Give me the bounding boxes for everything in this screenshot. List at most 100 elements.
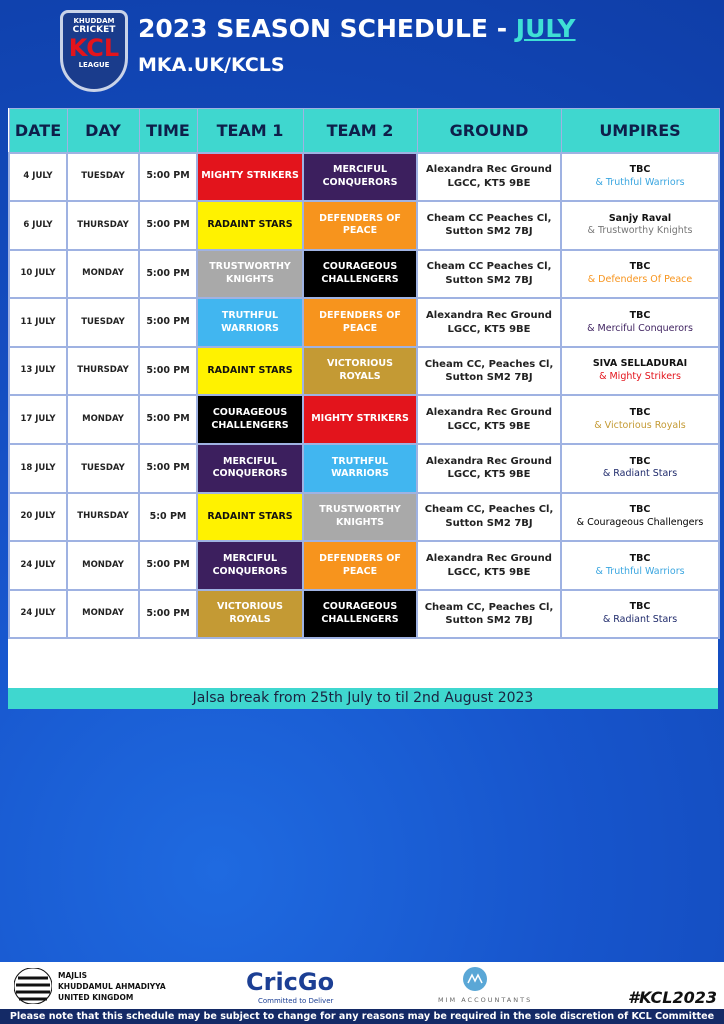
time-cell: 5:00 PM [138, 540, 198, 591]
row: 17 JULY MONDAY 5:00 PM COURAGEOUS CHALLENGE… [8, 394, 720, 446]
row: 10 JULY MONDAY 5:00 PM TRUSTWORTHY KNIGHTS C… [8, 248, 720, 300]
disclaimer: Please note that this schedule may be su… [0, 1009, 724, 1024]
sponsor-tagline: Committed to Deliver [258, 997, 334, 1005]
column-header: TEAM 2 [302, 108, 418, 153]
ground-cell: Alexandra Rec Ground LGCC, KT5 9BE [416, 394, 562, 446]
ground-cell: Alexandra Rec Ground LGCC, KT5 9BE [416, 151, 562, 203]
umpire-name: TBC [629, 406, 651, 418]
logo-main: KCL [68, 34, 120, 62]
umpire-cell: TBC & Radiant Stars [560, 588, 720, 640]
umpire-name: TBC [629, 552, 651, 564]
mim-icon [463, 967, 487, 991]
umpire-cell: TBC & Truthful Warriors [560, 540, 720, 591]
org-line: KHUDDAMUL AHMADIYYA [58, 982, 166, 991]
umpire-name: TBC [629, 163, 651, 175]
time-cell: 5:00 PM [138, 588, 198, 640]
column-header: DATE [8, 108, 68, 153]
title-month: JULY [515, 14, 576, 43]
ground-cell: Cheam CC Peaches Cl, Sutton SM2 7BJ [416, 200, 562, 251]
flag-icon [14, 968, 52, 1004]
day-cell: TUESDAY [66, 297, 140, 348]
title: 2023 SEASON SCHEDULE - JULY [138, 14, 576, 43]
date-cell: 20 JULY [8, 491, 68, 543]
row: 24 JULY MONDAY 5:00 PM MERCIFUL CONQUERORS D… [8, 540, 720, 591]
logo-top: KHUDDAM [73, 17, 115, 25]
date-cell: 18 JULY [8, 443, 68, 494]
logo-middle: CRICKET [72, 25, 116, 35]
day-cell: TUESDAY [66, 443, 140, 494]
day-cell: THURSDAY [66, 491, 140, 543]
hashtag: #KCL2023 [628, 988, 717, 1007]
row: 20 JULY THURSDAY 5:0 PM RADAINT STARS TRUSTW… [8, 491, 720, 543]
note: Jalsa break from 25th July to til 2nd Au… [8, 688, 718, 709]
day-cell: THURSDAY [66, 345, 140, 397]
team-cell: TRUSTWORTHY KNIGHTS [302, 491, 418, 543]
day-cell: MONDAY [66, 248, 140, 300]
time-cell: 5:00 PM [138, 248, 198, 300]
team-cell: COURAGEOUS CHALLENGERS [302, 588, 418, 640]
team-cell: COURAGEOUS CHALLENGERS [302, 248, 418, 300]
schedule-table: DATE DAY TIME TEAM 1 TEAM 2 GROUND UMPIRES 4 J… [8, 108, 720, 640]
table-body: 4 JULY TUESDAY 5:00 PM MIGHTY STRIKERS MERCI… [8, 151, 720, 640]
umpire-team: & Defenders Of Peace [587, 273, 693, 285]
team-cell: MIGHTY STRIKERS [302, 394, 418, 446]
team-cell: TRUSTWORTHY KNIGHTS [196, 248, 304, 300]
schedule-panel: DATE DAY TIME TEAM 1 TEAM 2 GROUND UMPIRES 4 J… [8, 108, 720, 708]
day-cell: THURSDAY [66, 200, 140, 251]
time-cell: 5:00 PM [138, 200, 198, 251]
team-cell: DEFENDERS OF PEACE [302, 540, 418, 591]
umpire-cell: SIVA SELLADURAI & Mighty Strikers [560, 345, 720, 397]
umpire-name: TBC [629, 309, 651, 321]
umpire-name: Sanjy Raval [608, 212, 672, 224]
ground-cell: Cheam CC, Peaches Cl, Sutton SM2 7BJ [416, 345, 562, 397]
umpire-cell: TBC & Courageous Challengers [560, 491, 720, 543]
day-cell: MONDAY [66, 394, 140, 446]
umpire-name: TBC [629, 261, 651, 273]
day-cell: TUESDAY [66, 151, 140, 203]
date-cell: 6 JULY [8, 200, 68, 251]
date-cell: 13 JULY [8, 345, 68, 397]
team-cell: RADAINT STARS [196, 200, 304, 251]
day-cell: MONDAY [66, 588, 140, 640]
team-cell: MERCIFUL CONQUERORS [196, 540, 304, 591]
column-header: TIME [138, 108, 198, 153]
umpire-team: & Truthful Warriors [595, 176, 685, 188]
time-cell: 5:0 PM [138, 491, 198, 543]
sponsor-name: MIM ACCOUNTANTS [438, 996, 533, 1004]
umpire-cell: TBC & Defenders Of Peace [560, 248, 720, 300]
umpire-cell: TBC & Victorious Royals [560, 394, 720, 446]
team-cell: VICTORIOUS ROYALS [196, 588, 304, 640]
date-cell: 4 JULY [8, 151, 68, 203]
logo: KHUDDAM CRICKET KCL LEAGUE [60, 10, 128, 92]
row: 4 JULY TUESDAY 5:00 PM MIGHTY STRIKERS MERCI… [8, 151, 720, 203]
umpire-team: & Victorious Royals [594, 419, 686, 431]
ground-cell: Cheam CC, Peaches Cl, Sutton SM2 7BJ [416, 588, 562, 640]
footer: MAJLIS KHUDDAMUL AHMADIYYA UNITED KINGDO… [0, 962, 724, 1010]
umpire-name: SIVA SELLADURAI [592, 358, 688, 370]
team-cell: MIGHTY STRIKERS [196, 151, 304, 203]
org-line: UNITED KINGDOM [58, 993, 134, 1002]
umpire-team: & Trustworthy Knights [587, 225, 693, 237]
logo-bottom: LEAGUE [78, 61, 110, 69]
row: 13 JULY THURSDAY 5:00 PM RADAINT STARS VICTO… [8, 345, 720, 397]
ground-cell: Cheam CC Peaches Cl, Sutton SM2 7BJ [416, 248, 562, 300]
umpire-team: & Mighty Strikers [599, 371, 681, 383]
team-cell: DEFENDERS OF PEACE [302, 297, 418, 348]
row: 18 JULY TUESDAY 5:00 PM MERCIFUL CONQUERORS… [8, 443, 720, 494]
team-cell: RADAINT STARS [196, 491, 304, 543]
umpire-team: & Truthful Warriors [595, 565, 685, 577]
org-name: MAJLIS KHUDDAMUL AHMADIYYA UNITED KINGDO… [58, 970, 166, 1003]
row: 24 JULY MONDAY 5:00 PM VICTORIOUS ROYALS COU… [8, 588, 720, 640]
header-row: DATE DAY TIME TEAM 1 TEAM 2 GROUND UMPIRES [8, 108, 720, 153]
ground-cell: Cheam CC, Peaches Cl, Sutton SM2 7BJ [416, 491, 562, 543]
umpire-cell: TBC & Radiant Stars [560, 443, 720, 494]
time-cell: 5:00 PM [138, 443, 198, 494]
date-cell: 17 JULY [8, 394, 68, 446]
column-header: DAY [66, 108, 140, 153]
team-cell: MERCIFUL CONQUERORS [302, 151, 418, 203]
time-cell: 5:00 PM [138, 394, 198, 446]
time-cell: 5:00 PM [138, 345, 198, 397]
umpire-name: TBC [629, 504, 651, 516]
team-cell: COURAGEOUS CHALLENGERS [196, 394, 304, 446]
